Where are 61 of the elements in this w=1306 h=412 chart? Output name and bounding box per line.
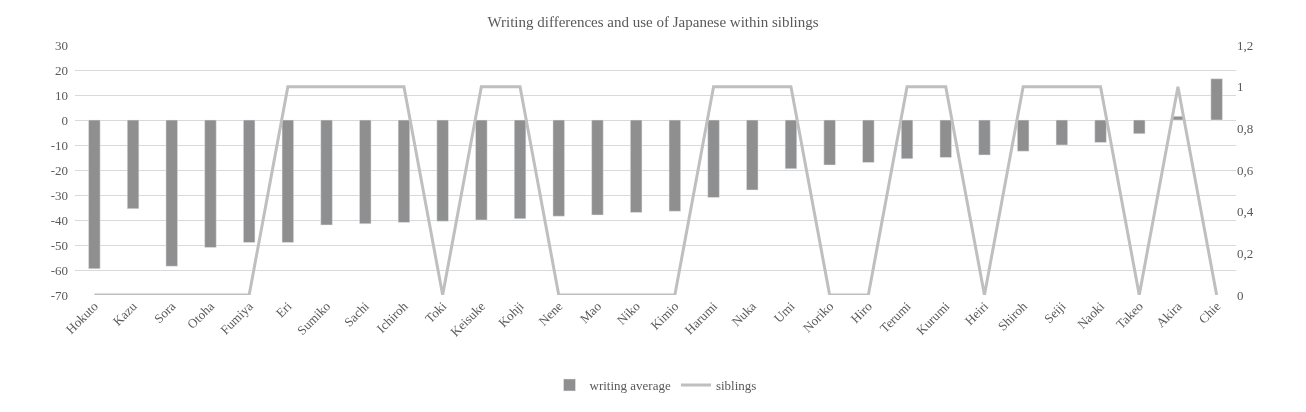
- y2-tick-label: 0,8: [1237, 120, 1254, 136]
- y-tick-label: -10: [50, 137, 68, 153]
- bar: [1055, 119, 1068, 146]
- bar: [901, 119, 914, 159]
- y2-tick-label: 1,2: [1237, 37, 1254, 53]
- y-tick-label: -30: [50, 187, 68, 203]
- bar: [1017, 119, 1030, 152]
- x-tick-label: Kazu: [109, 298, 141, 329]
- bar: [591, 119, 604, 216]
- bar: [320, 119, 333, 226]
- bar: [281, 119, 294, 243]
- bar: [359, 119, 372, 224]
- bar: [127, 119, 140, 209]
- y2-tick-label: 0: [1237, 287, 1244, 303]
- bar: [630, 119, 643, 213]
- chart-title: Writing differences and use of Japanese within siblings: [487, 13, 819, 30]
- x-tick-label: Niko: [613, 298, 643, 328]
- bar: [1094, 119, 1107, 143]
- bar: [823, 119, 836, 166]
- bar: [243, 119, 256, 243]
- bar: [552, 119, 565, 217]
- y2-tick-label: 0,6: [1237, 162, 1254, 178]
- bar: [862, 119, 875, 163]
- x-tick-label: Chie: [1195, 298, 1224, 327]
- bar: [939, 119, 952, 158]
- y-tick-label: -40: [50, 212, 68, 228]
- bar: [707, 119, 720, 198]
- y-tick-label: -60: [50, 262, 68, 278]
- legend-label: siblings: [715, 378, 757, 394]
- bar: [397, 119, 411, 223]
- x-tick-label: Seiji: [1041, 298, 1069, 327]
- y2-tick-label: 0,4: [1237, 204, 1254, 220]
- bar: [978, 119, 991, 156]
- y-tick-label: 0: [61, 112, 68, 128]
- bar: [784, 119, 798, 169]
- bar: [1133, 119, 1146, 134]
- bar: [1210, 78, 1223, 121]
- x-tick-label: Umi: [770, 298, 798, 326]
- y-tick-label: -20: [50, 162, 68, 178]
- bar: [475, 119, 488, 221]
- x-tick-label: Toki: [422, 298, 450, 326]
- x-tick-label: Hiro: [847, 298, 876, 327]
- x-tick-label: Eri: [272, 298, 295, 321]
- y-tick-label: -70: [50, 287, 68, 303]
- bar: [88, 119, 101, 269]
- y2-tick-label: 1: [1237, 79, 1244, 95]
- y-tick-label: 30: [55, 37, 68, 53]
- y-tick-label: 20: [55, 62, 68, 78]
- y-tick-label: 10: [55, 87, 68, 103]
- legend-label: writing average: [589, 378, 671, 394]
- bar: [746, 119, 759, 191]
- bar: [668, 119, 681, 212]
- x-tick-label: Mao: [576, 298, 605, 327]
- x-tick-label: Nene: [535, 298, 566, 329]
- y-tick-label: -50: [50, 237, 68, 253]
- bar: [165, 119, 178, 267]
- bar: [436, 119, 449, 222]
- bar: [204, 119, 217, 248]
- y2-tick-label: 0,2: [1237, 245, 1254, 261]
- x-tick-label: Sora: [151, 298, 179, 327]
- bar: [514, 119, 527, 219]
